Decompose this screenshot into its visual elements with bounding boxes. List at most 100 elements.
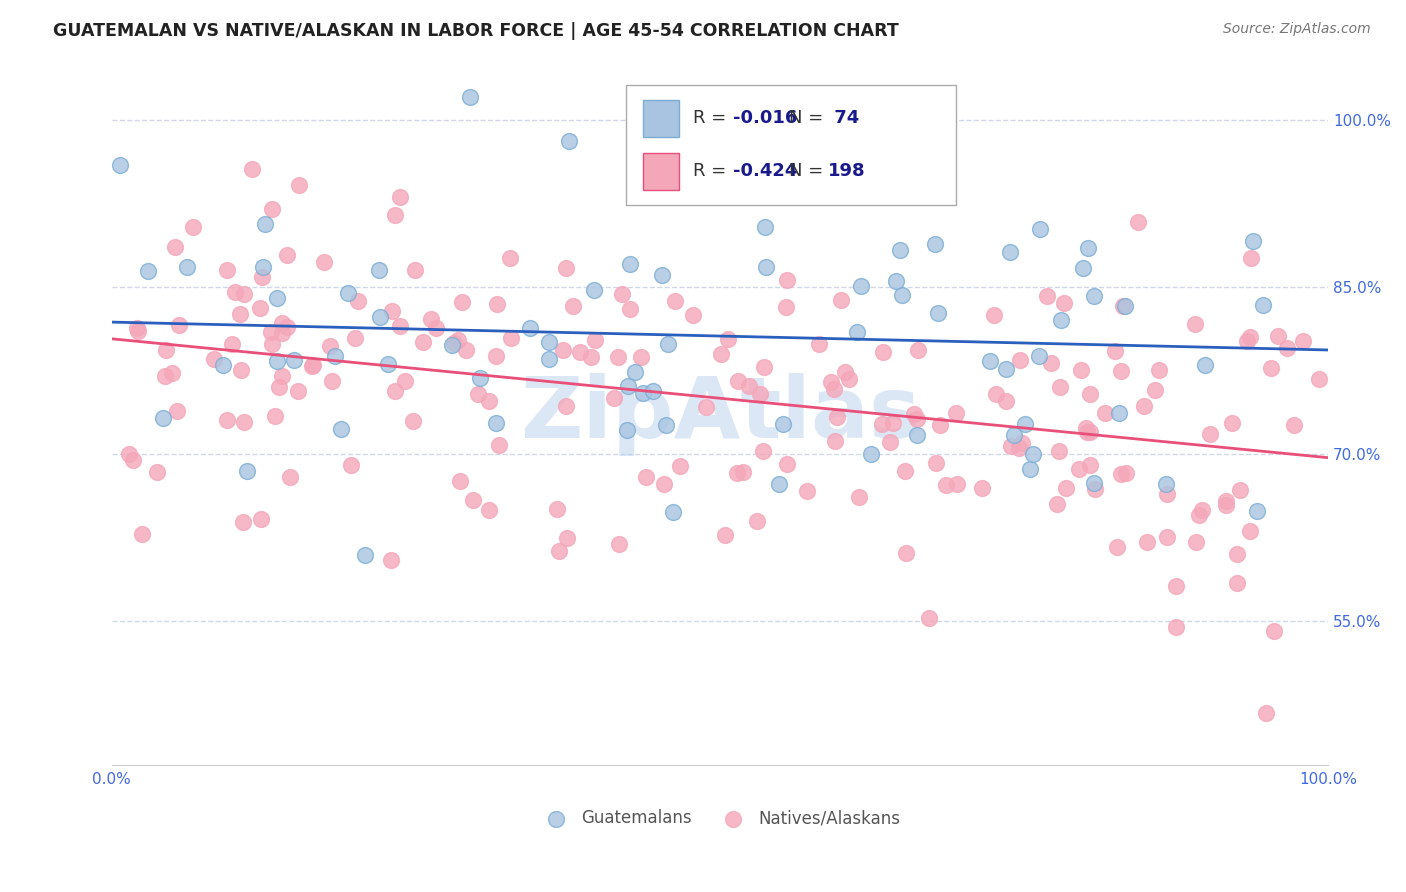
Point	[229, 362, 252, 376]
Point	[166, 403, 188, 417]
Text: R =: R =	[693, 110, 733, 128]
Point	[381, 304, 404, 318]
Point	[889, 244, 911, 258]
Point	[1022, 447, 1045, 461]
Point	[1008, 441, 1031, 455]
Point	[488, 438, 510, 452]
Point	[619, 301, 641, 316]
Point	[825, 410, 848, 425]
Point	[849, 279, 872, 293]
Point	[860, 447, 883, 461]
Point	[499, 252, 522, 266]
Point	[1084, 482, 1107, 496]
Text: 74: 74	[828, 110, 859, 128]
Point	[714, 528, 737, 542]
Point	[945, 406, 967, 420]
Point	[1191, 502, 1213, 516]
Point	[1049, 379, 1071, 393]
Text: N =: N =	[789, 110, 828, 128]
Point	[221, 336, 243, 351]
Point	[252, 270, 274, 285]
Point	[1083, 289, 1105, 303]
Point	[229, 307, 252, 321]
Point	[984, 386, 1007, 401]
Point	[979, 354, 1001, 368]
Point	[250, 512, 273, 526]
Point	[1282, 417, 1305, 432]
Point	[217, 413, 239, 427]
Point	[131, 527, 153, 541]
Point	[1246, 504, 1268, 518]
Point	[775, 272, 797, 286]
Point	[1164, 620, 1187, 634]
Point	[461, 492, 484, 507]
Point	[872, 345, 894, 359]
Text: Source: ZipAtlas.com: Source: ZipAtlas.com	[1223, 22, 1371, 37]
Point	[631, 386, 654, 401]
Point	[276, 319, 298, 334]
Point	[388, 190, 411, 204]
Point	[1077, 241, 1099, 255]
Point	[537, 334, 560, 349]
Point	[616, 423, 638, 437]
Point	[1047, 443, 1070, 458]
Point	[1254, 706, 1277, 721]
Point	[1028, 349, 1050, 363]
Point	[624, 365, 647, 379]
Point	[582, 283, 605, 297]
Point	[607, 351, 630, 365]
Point	[1275, 341, 1298, 355]
Point	[1115, 466, 1137, 480]
Point	[278, 470, 301, 484]
Point	[478, 503, 501, 517]
Point	[260, 337, 283, 351]
Point	[204, 351, 226, 366]
Point	[796, 483, 818, 498]
Point	[163, 240, 186, 254]
Text: GUATEMALAN VS NATIVE/ALASKAN IN LABOR FORCE | AGE 45-54 CORRELATION CHART: GUATEMALAN VS NATIVE/ALASKAN IN LABOR FO…	[53, 22, 900, 40]
Point	[619, 257, 641, 271]
Point	[1194, 358, 1216, 372]
Point	[1029, 222, 1052, 236]
Point	[907, 343, 929, 357]
Point	[775, 300, 797, 314]
Point	[882, 416, 904, 430]
Point	[927, 306, 949, 320]
Point	[264, 409, 287, 423]
Point	[1226, 576, 1249, 591]
Point	[215, 263, 238, 277]
Point	[412, 335, 434, 350]
Point	[240, 161, 263, 176]
Point	[682, 309, 704, 323]
Point	[1220, 416, 1243, 430]
Point	[555, 260, 578, 275]
Point	[1239, 524, 1261, 539]
Point	[380, 553, 402, 567]
Point	[1143, 383, 1166, 397]
Point	[558, 134, 581, 148]
Point	[946, 476, 969, 491]
Point	[447, 333, 470, 347]
Point	[153, 369, 176, 384]
Point	[1019, 462, 1042, 476]
Point	[232, 286, 254, 301]
Point	[1215, 494, 1237, 508]
Point	[932, 152, 955, 166]
Point	[1236, 334, 1258, 348]
Point	[547, 544, 569, 558]
Point	[846, 325, 869, 339]
Point	[1053, 295, 1076, 310]
Legend: Guatemalans, Natives/Alaskans: Guatemalans, Natives/Alaskans	[533, 803, 907, 834]
Point	[1039, 356, 1062, 370]
Point	[420, 312, 443, 326]
Point	[555, 399, 578, 413]
Point	[925, 456, 948, 470]
Point	[377, 358, 399, 372]
Point	[1070, 363, 1092, 377]
Point	[1226, 547, 1249, 561]
Point	[1185, 535, 1208, 549]
Point	[267, 380, 290, 394]
Point	[321, 374, 343, 388]
Point	[127, 324, 149, 338]
Point	[1267, 329, 1289, 343]
